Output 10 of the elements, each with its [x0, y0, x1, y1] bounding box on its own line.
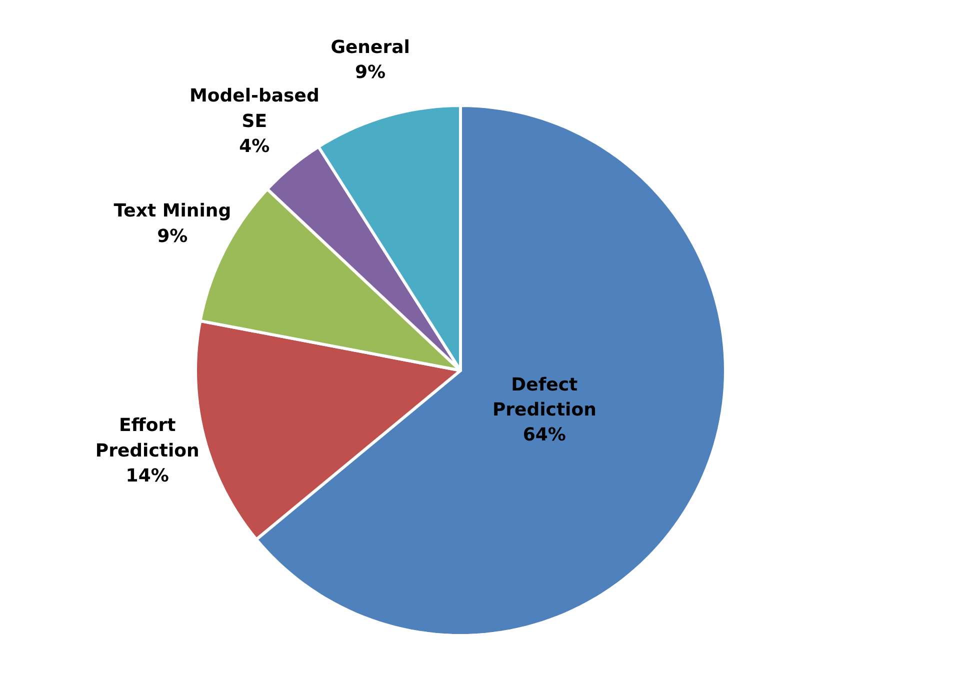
slice-label: Effort Prediction — [95, 415, 200, 462]
data-label: 9% — [355, 62, 386, 84]
data-label: 64% — [522, 424, 566, 446]
slice-label: Model-based SE — [189, 86, 320, 132]
data-label: 4% — [239, 136, 270, 158]
slice-label: Text Mining — [114, 200, 232, 222]
slice-label: General — [330, 36, 410, 58]
slice-label: Defect Prediction — [492, 374, 596, 420]
data-label: 14% — [126, 466, 169, 487]
data-label: 9% — [157, 226, 188, 247]
